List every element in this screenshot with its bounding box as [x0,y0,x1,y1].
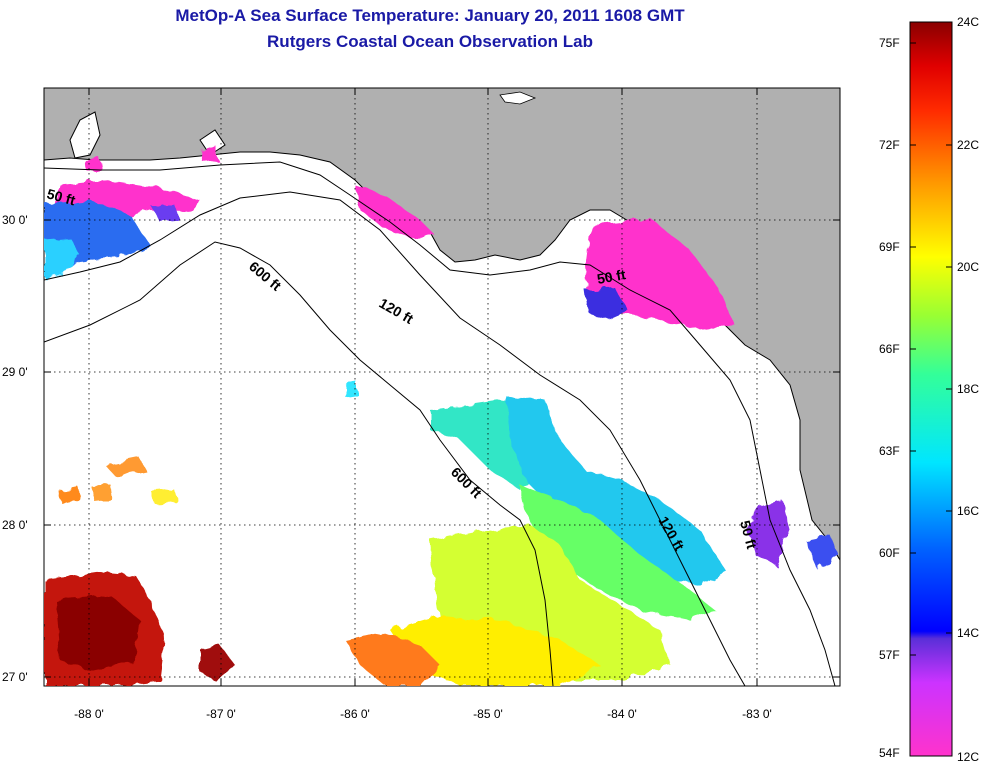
contour-label: 50 ft [737,519,760,551]
sst-patch-purple-west [150,205,180,222]
colorbar-c-label: 20C [957,260,980,274]
bay-outline [69,111,101,159]
colorbar-f-label: 54F [879,746,900,760]
colorbar-f-label: 72F [879,138,900,152]
map-subtitle: Rutgers Coastal Ocean Observation Lab [267,32,593,51]
sst-patch-cyan-small [345,383,358,397]
colorbar-f-label: 75F [879,36,900,50]
lat-tick-label: 30 0' [2,213,28,227]
colorbar-ticks [910,42,952,656]
sst-patch-red-small [200,645,235,680]
sst-patch-orange-small3 [90,484,112,502]
colorbar-f-label: 60F [879,546,900,560]
colorbar-c-label: 18C [957,382,980,396]
contour-600ft [44,241,554,686]
sst-patch-darkred-southwest [55,595,140,670]
sst-patch-cyan-shelf [505,395,725,585]
small-island [499,91,537,105]
sst-patch-magenta-coast [355,185,435,238]
sst-patch-purple-tampa [748,500,790,565]
lat-tick-label: 28 0' [2,518,28,532]
contour-label: 50 ft [45,185,77,208]
colorbar-f-label: 66F [879,342,900,356]
sst-patch-blue-coast [805,535,838,570]
map-title: MetOp-A Sea Surface Temperature: January… [175,6,685,25]
lat-tick-label: 27 0' [2,670,28,684]
colorbar-f-label: 69F [879,240,900,254]
lon-tick-label: -87 0' [206,707,236,721]
colorbar-c-label: 12C [957,750,980,764]
lon-tick-label: -85 0' [473,707,503,721]
colorbar-c-label: 22C [957,138,980,152]
contour-50ft [44,161,836,686]
sst-patch-magenta-small [85,158,102,170]
lon-tick-label: -86 0' [340,707,370,721]
contour-120ft [44,191,746,686]
colorbar-c-label: 14C [957,626,980,640]
sst-patch-orange-south [345,632,440,686]
sst-patch-orange-small [105,458,145,476]
sst-patch-magenta-small2 [200,145,218,162]
lon-tick-label: -83 0' [742,707,772,721]
sst-patch-orange-small2 [58,486,80,504]
sst-patch-yellow-small [152,490,178,504]
contour-label: 50 ft [596,266,627,287]
lon-tick-label: -84 0' [607,707,637,721]
axis-ticks [44,88,840,686]
colorbar [909,21,953,757]
sst-patch-green-shelf [520,485,715,620]
colorbar-f-label: 63F [879,444,900,458]
sst-patch-cyan-west [44,238,80,278]
sst-patch-yellow-south [390,615,600,686]
lon-tick-label: -88 0' [74,707,104,721]
colorbar-f-label: 57F [879,648,900,662]
colorbar-c-label: 16C [957,504,980,518]
lat-tick-label: 29 0' [2,365,28,379]
sst-patch-blue-bend [585,288,628,320]
colorbar-c-label: 24C [957,15,980,29]
